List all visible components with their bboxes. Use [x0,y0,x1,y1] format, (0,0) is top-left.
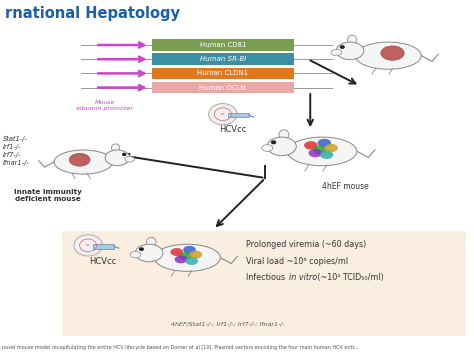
FancyBboxPatch shape [228,113,249,117]
Circle shape [209,104,237,125]
Ellipse shape [69,153,90,166]
FancyBboxPatch shape [152,39,294,51]
Ellipse shape [267,137,296,156]
Ellipse shape [331,49,342,56]
Ellipse shape [170,248,183,256]
Ellipse shape [125,156,134,162]
Ellipse shape [190,251,202,258]
Ellipse shape [146,237,156,246]
Ellipse shape [54,150,113,174]
Circle shape [122,153,127,156]
Ellipse shape [185,257,198,265]
Text: in vitro: in vitro [290,273,318,282]
Circle shape [74,235,102,256]
Ellipse shape [111,144,120,152]
Ellipse shape [336,42,364,60]
Text: Mouse
albumin promoter: Mouse albumin promoter [76,100,133,111]
Text: Prolonged viremia (~60 days): Prolonged viremia (~60 days) [246,240,367,249]
Ellipse shape [313,146,327,154]
Text: rnational Hepatology: rnational Hepatology [5,6,181,21]
FancyBboxPatch shape [62,231,466,336]
Text: Viral load ~10⁶ copies/ml: Viral load ~10⁶ copies/ml [246,257,348,266]
Ellipse shape [130,251,141,258]
Text: HCVcc: HCVcc [89,257,116,266]
Text: Stat1-/-
Irf1-/-
Irf7-/-
Ifnar1-/-: Stat1-/- Irf1-/- Irf7-/- Ifnar1-/- [3,135,30,166]
Text: Human SR-BI: Human SR-BI [200,56,246,62]
Ellipse shape [135,244,163,262]
Ellipse shape [320,151,333,159]
Ellipse shape [155,244,220,271]
Text: 4hEF mouse: 4hEF mouse [322,182,369,190]
Ellipse shape [279,130,289,139]
Ellipse shape [318,139,331,147]
Circle shape [340,45,345,49]
FancyBboxPatch shape [152,82,294,93]
Text: Human CLDN1: Human CLDN1 [197,70,248,77]
Text: novel mouse model recapitulating the entire HCV lifecycle based on Dorner et al : novel mouse model recapitulating the ent… [1,345,358,350]
FancyBboxPatch shape [93,244,114,248]
Ellipse shape [179,252,191,260]
Ellipse shape [262,145,273,151]
Text: Human OCLN: Human OCLN [200,85,246,90]
Ellipse shape [304,141,318,150]
Text: Innate immunity
deficient mouse: Innate immunity deficient mouse [14,189,82,202]
FancyBboxPatch shape [152,68,294,79]
Text: Infectious: Infectious [246,273,288,282]
Text: cc: cc [220,112,225,116]
Text: (~10² TCID₅₀/ml): (~10² TCID₅₀/ml) [316,273,384,282]
Ellipse shape [381,46,404,60]
Circle shape [271,140,276,144]
FancyBboxPatch shape [152,53,294,65]
Ellipse shape [174,255,187,263]
Ellipse shape [347,35,357,44]
Text: Human CD81: Human CD81 [200,42,246,48]
Ellipse shape [105,150,130,166]
Ellipse shape [356,42,421,69]
Circle shape [139,247,144,251]
Text: HCVcc: HCVcc [219,125,246,134]
Text: 4hEF/Stat1-/-; Irf1-/-; Irf7-/-; Ifnar1-/-: 4hEF/Stat1-/-; Irf1-/-; Irf7-/-; Ifnar1-… [171,321,284,326]
Text: cc: cc [86,244,91,247]
Ellipse shape [309,149,322,157]
Ellipse shape [183,246,196,254]
Ellipse shape [324,144,338,152]
Ellipse shape [287,137,357,166]
